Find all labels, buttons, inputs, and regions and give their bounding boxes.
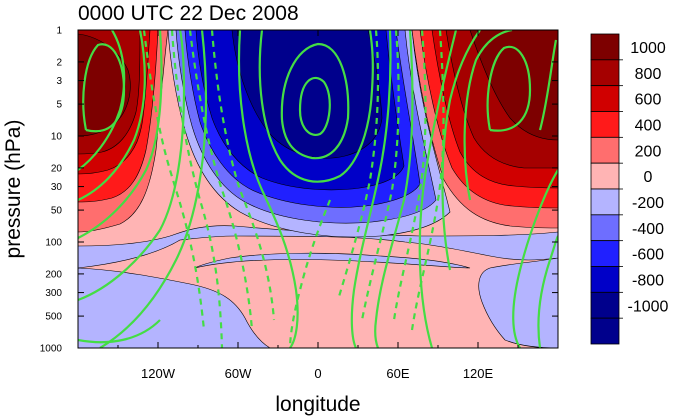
- colorbar-label: 800: [635, 66, 662, 83]
- overlay-contour-solid: [237, 30, 299, 348]
- y-tick-label: 20: [51, 163, 63, 174]
- overlay-contour-dashed: [410, 30, 445, 331]
- colorbar-swatch: [590, 188, 620, 216]
- overlay-contour-dashed: [336, 30, 380, 301]
- overlay-contour-solid: [418, 30, 458, 348]
- overlay-contour-solid: [280, 42, 350, 160]
- shaded-region-strat-negative-800: [231, 30, 383, 159]
- colorbar-label: -600: [632, 247, 664, 264]
- overlay-contours: [78, 30, 558, 348]
- overlay-contour-solid: [78, 30, 186, 302]
- colorbar-swatch: [590, 291, 620, 319]
- y-tick-label: 50: [51, 206, 63, 217]
- overlay-contour-solid: [350, 30, 392, 348]
- colorbar-label: 600: [635, 92, 662, 109]
- overlay-contour-dashed: [142, 30, 206, 331]
- y-axis-title: pressure (hPa): [2, 120, 25, 259]
- x-axis-ticks: 120W 60W 0 60E 120E: [117, 30, 519, 381]
- colorbar-label: -1000: [628, 298, 669, 315]
- overlay-contour-solid: [99, 30, 208, 348]
- plot-area: [78, 30, 558, 348]
- overlay-contour-dashed: [360, 30, 400, 321]
- y-tick-label: 300: [45, 288, 62, 299]
- colorbar-label: -800: [632, 272, 664, 289]
- y-tick-label: 30: [51, 182, 63, 193]
- colorbar-swatch: [590, 59, 620, 87]
- y-tick-label: 10: [51, 132, 63, 143]
- x-axis-title: longitude: [275, 393, 360, 416]
- x-tick-label: 120E: [463, 366, 494, 381]
- overlay-contour-solid: [486, 45, 532, 132]
- y-tick-label: 2: [56, 57, 62, 68]
- y-axis-ticks: 1 2 3 5 10 20 30 50 100 200 300 500 1000: [40, 26, 558, 355]
- overlay-contour-solid: [78, 30, 163, 239]
- x-tick-label: 0: [314, 366, 321, 381]
- y-tick-label: 1000: [40, 344, 63, 355]
- chart-title: 0000 UTC 22 Dec 2008: [78, 2, 299, 25]
- shaded-region-mid: [78, 225, 558, 269]
- overlay-contour-solid: [78, 30, 146, 202]
- overlay-contour-solid: [512, 169, 558, 348]
- colorbar: 1000 800 600 400 200 0 -200 -400 -600 -800 -1000: [590, 33, 669, 345]
- colorbar-label: 400: [635, 117, 662, 134]
- colorbar-label: 0: [644, 169, 653, 186]
- overlay-contour-solid: [298, 76, 331, 136]
- y-tick-label: 3: [56, 76, 62, 87]
- colorbar-swatch: [590, 266, 620, 293]
- colorbar-swatch: [590, 136, 620, 164]
- overlay-contour-dashed: [170, 30, 224, 348]
- colorbar-swatch: [590, 33, 620, 61]
- overlay-contour-solid: [463, 30, 513, 201]
- y-tick-label: 100: [45, 238, 62, 249]
- overlay-contour-dashed: [210, 30, 276, 321]
- y-tick-label: 5: [56, 100, 62, 111]
- colorbar-swatch: [590, 162, 620, 190]
- x-tick-label: 60W: [225, 366, 252, 381]
- shaded-region-strat-positive-right-1000: [469, 30, 558, 141]
- colorbar-label: -200: [632, 195, 664, 212]
- y-tick-label: 1: [56, 26, 62, 37]
- colorbar-label: 200: [635, 143, 662, 160]
- overlay-contour-solid: [258, 30, 374, 183]
- x-tick-label: 120W: [141, 366, 176, 381]
- x-tick-label: 60E: [386, 366, 409, 381]
- colorbar-swatch: [590, 111, 620, 138]
- overlay-contour-dashed: [392, 30, 427, 321]
- y-tick-label: 200: [45, 269, 62, 280]
- overlay-contour-solid: [538, 39, 558, 131]
- overlay-contour-solid: [441, 30, 481, 271]
- y-tick-label: 500: [45, 312, 62, 323]
- colorbar-label: -400: [632, 221, 664, 238]
- overlay-contour-solid: [537, 235, 558, 348]
- colorbar-swatch: [590, 240, 620, 267]
- colorbar-swatch: [590, 214, 620, 242]
- colorbar-swatch: [590, 85, 620, 112]
- overlay-contour-solid: [78, 319, 161, 344]
- overlay-contour-solid: [374, 30, 414, 348]
- colorbar-label: 1000: [630, 40, 666, 57]
- overlay-contour-solid: [78, 30, 126, 171]
- colorbar-swatch: [590, 317, 620, 345]
- overlay-contour-dashed: [188, 30, 254, 331]
